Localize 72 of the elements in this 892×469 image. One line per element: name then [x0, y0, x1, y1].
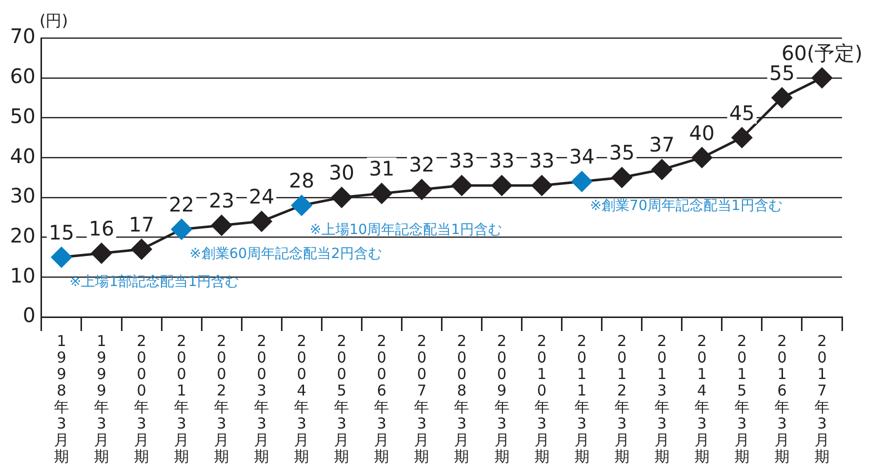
annotation: ※上場1部記念配当1円含む — [69, 274, 240, 290]
point — [692, 147, 712, 168]
y-tick-label: 30 — [10, 184, 36, 208]
x-tick-label: 2003年3月期 — [254, 332, 270, 466]
point — [612, 167, 632, 188]
x-tick-label: 2016年3月期 — [774, 332, 790, 466]
y-tick-label: 20 — [10, 223, 36, 248]
point — [51, 246, 72, 268]
x-tick-label: 1999年3月期 — [94, 332, 109, 466]
y-tick-label: 60 — [10, 64, 36, 88]
data-label: 33 — [489, 148, 514, 173]
x-tick-label: 2010年3月期 — [534, 332, 550, 466]
point — [492, 175, 512, 196]
y-tick-label: 10 — [10, 263, 36, 288]
data-label: 23 — [208, 188, 234, 213]
data-label: 28 — [288, 168, 314, 193]
point — [91, 242, 112, 264]
data-label: 40 — [689, 120, 715, 145]
x-tick-label: 1998年3月期 — [54, 332, 69, 466]
x-tick-label: 2014年3月期 — [694, 332, 710, 466]
point — [371, 183, 392, 204]
data-label: 30 — [328, 160, 354, 185]
point — [291, 195, 312, 216]
x-tick-label: 2005年3月期 — [334, 332, 350, 466]
x-tick-label: 2017年3月期 — [814, 332, 830, 466]
point — [171, 219, 192, 240]
point — [652, 159, 672, 180]
data-label: 31 — [368, 156, 394, 181]
point — [451, 175, 472, 196]
annotation: ※上場10周年記念配当1円含む — [310, 222, 502, 238]
x-tick-label: 2013年3月期 — [654, 332, 670, 466]
data-label: 17 — [128, 212, 154, 236]
point — [732, 127, 752, 148]
point — [532, 175, 552, 196]
x-tick-label: 2012年3月期 — [614, 332, 630, 466]
y-tick-label: 40 — [10, 144, 36, 168]
x-tick-label: 2000年3月期 — [134, 332, 150, 466]
point — [772, 88, 792, 108]
point — [812, 68, 832, 88]
x-tick-label: 2004年3月期 — [294, 332, 310, 466]
x-tick-label: 2015年3月期 — [734, 332, 750, 466]
x-tick-label: 2001年3月期 — [174, 332, 190, 466]
point — [211, 215, 232, 236]
data-label: 16 — [88, 216, 114, 240]
annotation: ※創業70周年記念配当1円含む — [590, 198, 782, 214]
point — [572, 171, 592, 192]
data-label: 37 — [649, 132, 675, 157]
point — [411, 179, 432, 200]
data-label: 33 — [529, 148, 555, 173]
y-tick-label: 0 — [22, 303, 36, 328]
x-tick-label: 2006年3月期 — [374, 332, 390, 466]
data-label: 33 — [449, 148, 474, 173]
y-tick-label: 70 — [10, 24, 36, 48]
data-label: 55 — [769, 60, 795, 85]
annotation: ※創業60周年記念配当2円含む — [190, 246, 382, 262]
x-tick-label: 2008年3月期 — [454, 332, 470, 466]
x-tick-label: 2011年3月期 — [574, 332, 590, 466]
data-label: 24 — [248, 184, 274, 209]
data-label: 22 — [168, 192, 194, 217]
data-label: 45 — [729, 100, 755, 125]
x-tick-label: 2002年3月期 — [214, 332, 230, 466]
data-label: 35 — [609, 140, 635, 165]
data-label: 34 — [569, 144, 595, 169]
point — [331, 187, 352, 208]
y-tick-label: 50 — [10, 104, 36, 128]
x-tick-label: 2007年3月期 — [414, 332, 430, 466]
point — [131, 238, 152, 260]
x-tick-label: 2009年3月期 — [494, 332, 510, 466]
point — [251, 211, 272, 232]
data-label: 32 — [408, 152, 434, 177]
y-axis-title: (円) — [39, 11, 68, 30]
data-label: 15 — [48, 220, 74, 244]
